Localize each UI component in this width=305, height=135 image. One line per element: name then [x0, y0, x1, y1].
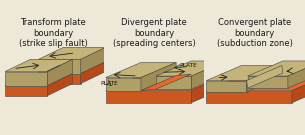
Polygon shape — [38, 47, 106, 59]
Polygon shape — [206, 91, 292, 103]
Text: PLATE: PLATE — [179, 63, 197, 68]
Polygon shape — [141, 74, 191, 91]
Polygon shape — [156, 76, 191, 89]
Polygon shape — [288, 61, 305, 88]
Polygon shape — [247, 65, 283, 88]
Polygon shape — [106, 78, 141, 91]
Polygon shape — [191, 76, 227, 103]
Polygon shape — [81, 47, 106, 74]
Polygon shape — [206, 65, 282, 81]
Polygon shape — [5, 72, 47, 86]
Polygon shape — [38, 61, 106, 74]
Polygon shape — [248, 61, 305, 76]
Text: PLATE: PLATE — [101, 81, 118, 86]
Polygon shape — [206, 81, 247, 92]
Polygon shape — [47, 74, 73, 96]
Polygon shape — [5, 74, 73, 86]
Polygon shape — [81, 61, 106, 84]
Title: Transform plate
boundary
(strike slip fault): Transform plate boundary (strike slip fa… — [19, 18, 88, 48]
Polygon shape — [5, 59, 73, 72]
Polygon shape — [5, 86, 47, 96]
Polygon shape — [248, 76, 288, 88]
Polygon shape — [206, 76, 305, 91]
Title: Convergent plate
boundary
(subduction zone): Convergent plate boundary (subduction zo… — [217, 18, 292, 48]
Polygon shape — [106, 91, 191, 103]
Polygon shape — [292, 76, 305, 103]
Polygon shape — [106, 63, 176, 78]
Polygon shape — [38, 59, 81, 74]
Polygon shape — [191, 61, 227, 89]
Polygon shape — [106, 76, 227, 91]
Polygon shape — [247, 81, 248, 93]
Polygon shape — [38, 74, 81, 84]
Polygon shape — [141, 63, 176, 91]
Title: Divergent plate
boundary
(spreading centers): Divergent plate boundary (spreading cent… — [113, 18, 196, 48]
Polygon shape — [247, 65, 282, 92]
Polygon shape — [47, 59, 73, 86]
Polygon shape — [156, 61, 227, 76]
